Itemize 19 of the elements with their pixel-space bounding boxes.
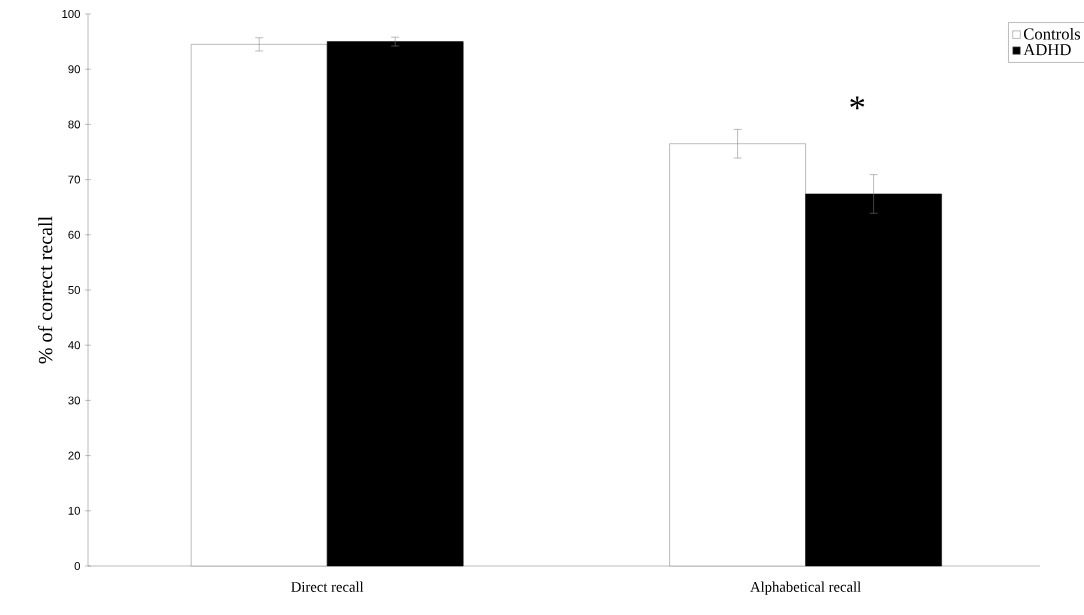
y-tick-label: 90: [68, 65, 80, 74]
y-tick-label: 70: [68, 175, 80, 184]
y-tick-label: 80: [68, 120, 80, 129]
y-tick-label: 50: [68, 286, 80, 294]
bar: [326, 41, 464, 567]
x-tick-label: Alphabetical recall: [750, 581, 861, 595]
x-tick-label: Direct recall: [291, 581, 364, 592]
y-tick-label: 0: [74, 562, 80, 571]
y-tick-label: 10: [68, 506, 80, 515]
legend-label: Controls: [1023, 27, 1081, 40]
y-tick-label: 40: [68, 341, 80, 350]
y-tick-label: 100: [62, 9, 80, 18]
y-tick-label: 20: [68, 451, 80, 460]
annotation: *: [850, 96, 865, 110]
y-tick-label: 30: [68, 396, 80, 405]
y-axis-title: % of correct recall: [38, 216, 53, 364]
bar: [805, 193, 942, 567]
legend-label: ADHD: [1023, 44, 1071, 56]
y-tick-label: 60: [68, 230, 80, 239]
